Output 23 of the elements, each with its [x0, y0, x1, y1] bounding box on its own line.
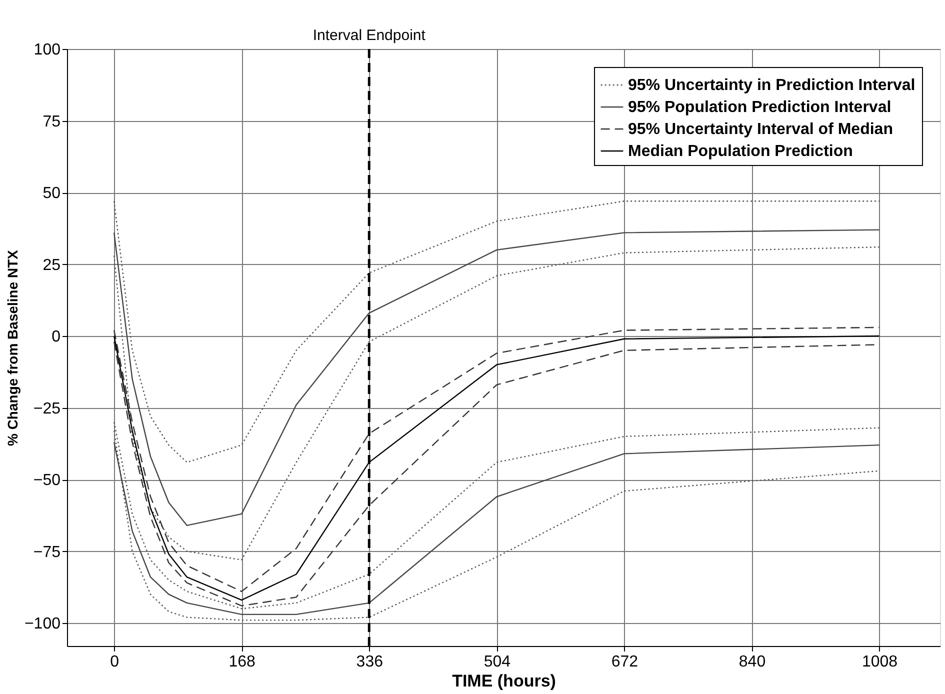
y-tick-label: 50	[42, 185, 61, 202]
y-tick-label: 75	[42, 113, 61, 130]
legend-label: 95% Uncertainty in Prediction Interval	[628, 77, 916, 94]
legend-label: 95% Uncertainty Interval of Median	[628, 121, 893, 138]
ref-line-label: Interval Endpoint	[312, 27, 426, 44]
legend-label: 95% Population Prediction Interval	[628, 99, 892, 116]
y-tick-label: 0	[52, 328, 61, 346]
x-tick-label: 168	[228, 654, 256, 670]
y-axis-title: % Change from Baseline NTX	[4, 249, 20, 446]
x-tick-label: 1008	[862, 654, 898, 670]
y-tick-label: −50	[33, 472, 61, 490]
y-tick-label: −100	[24, 616, 61, 633]
y-tick-label: 100	[34, 42, 61, 58]
y-tick-label: −75	[33, 544, 61, 561]
x-tick-label: 840	[738, 654, 766, 670]
x-tick-label: 672	[611, 654, 638, 670]
y-tick-label: −25	[33, 400, 61, 418]
x-axis-title: TIME (hours)	[452, 672, 556, 690]
legend-label: Median Population Prediction	[628, 143, 853, 160]
x-tick-label: 0	[110, 654, 120, 670]
y-tick-label: 25	[42, 256, 61, 274]
x-tick-label: 336	[356, 654, 384, 670]
x-tick-label: 504	[484, 654, 511, 670]
